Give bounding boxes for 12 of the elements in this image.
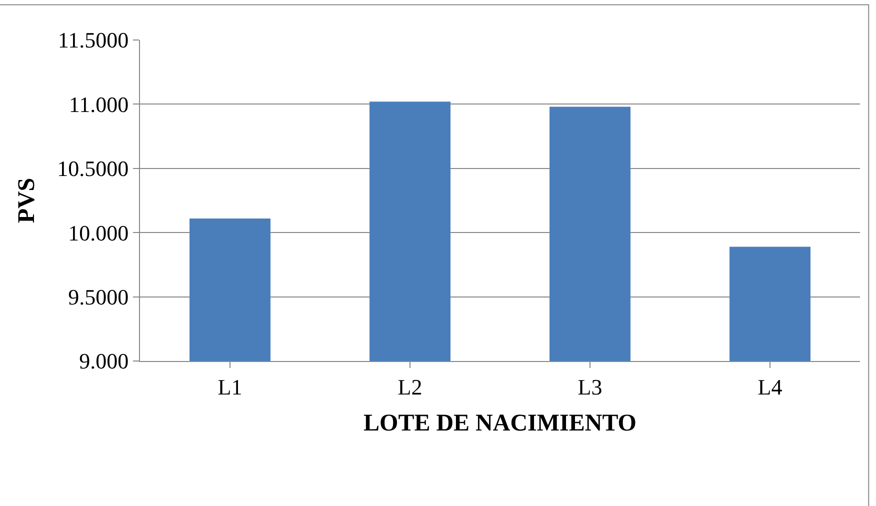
y-tick-label: 9.000 [79,348,129,374]
y-tick-label: 10.000 [68,220,129,246]
y-tick-label: 11.000 [68,92,129,117]
x-tick-label: L1 [218,374,242,400]
y-tick-label: 9.5000 [68,284,129,310]
x-axis-title: LOTE DE NACIMIENTO [364,410,636,437]
y-tick-label: 10.5000 [57,156,129,182]
x-tick-label: L4 [758,374,782,400]
x-tick-label: L3 [578,374,602,400]
y-axis-title: PVS [14,178,40,224]
x-tick-label: L2 [398,374,422,400]
y-tick-label: 11.5000 [58,28,129,53]
